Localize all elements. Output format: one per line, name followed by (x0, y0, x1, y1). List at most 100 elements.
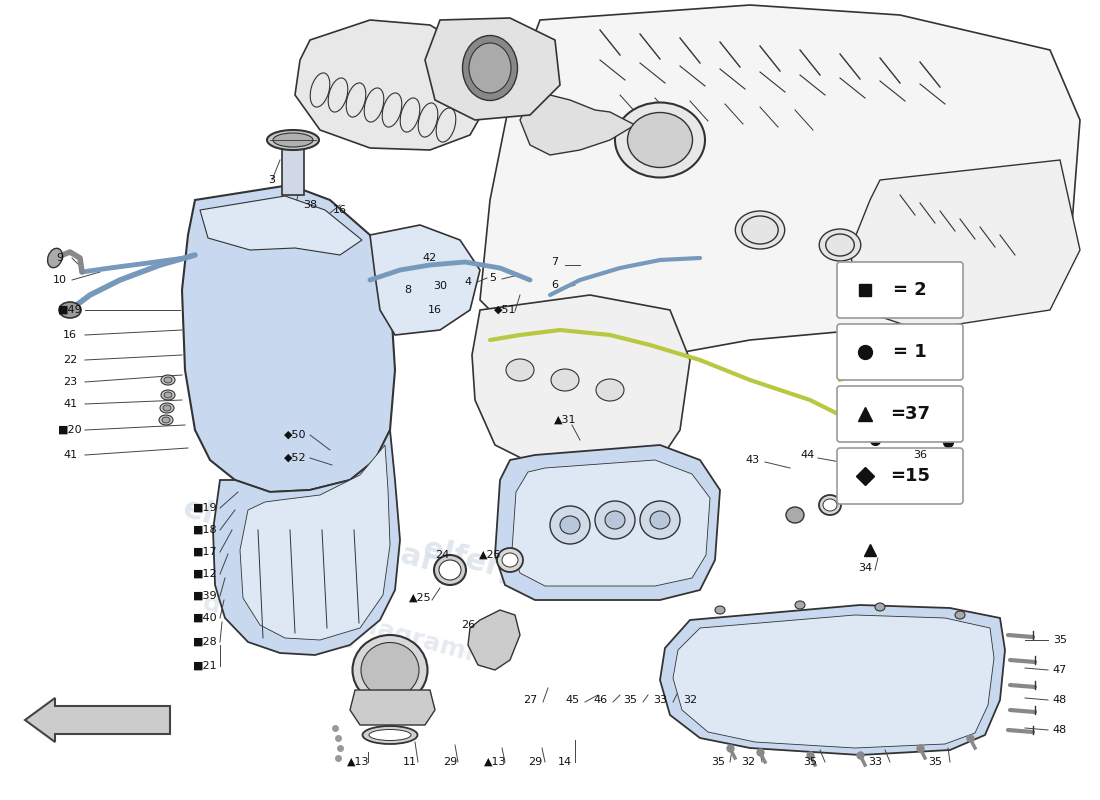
Text: 43: 43 (745, 455, 759, 465)
FancyBboxPatch shape (837, 386, 962, 442)
Ellipse shape (596, 379, 624, 401)
Polygon shape (512, 460, 710, 586)
Ellipse shape (47, 248, 63, 268)
Ellipse shape (715, 606, 725, 614)
Text: 22: 22 (63, 355, 77, 365)
Text: ■21: ■21 (192, 661, 218, 671)
Polygon shape (468, 610, 520, 670)
Text: 35: 35 (711, 757, 725, 767)
Text: 16: 16 (63, 330, 77, 340)
Text: ◆51: ◆51 (494, 305, 516, 315)
Ellipse shape (59, 302, 81, 318)
Text: 23: 23 (63, 377, 77, 387)
FancyBboxPatch shape (837, 448, 962, 504)
Ellipse shape (550, 506, 590, 544)
Text: ▲25: ▲25 (478, 550, 502, 560)
Polygon shape (660, 605, 1005, 755)
Text: 3: 3 (268, 175, 275, 185)
Polygon shape (480, 5, 1080, 360)
Polygon shape (295, 20, 490, 150)
Polygon shape (240, 445, 390, 640)
Polygon shape (520, 95, 635, 155)
Ellipse shape (627, 113, 693, 167)
Text: 16: 16 (333, 205, 346, 215)
Text: ■40: ■40 (192, 613, 218, 623)
Ellipse shape (361, 642, 419, 698)
Text: 45: 45 (565, 695, 579, 705)
Ellipse shape (462, 35, 517, 101)
Text: 47: 47 (1053, 665, 1067, 675)
Text: 27: 27 (522, 695, 537, 705)
Ellipse shape (560, 516, 580, 534)
Text: elferparts: elferparts (300, 514, 472, 586)
Polygon shape (350, 690, 434, 725)
Polygon shape (472, 295, 690, 470)
Ellipse shape (735, 211, 784, 249)
Polygon shape (213, 430, 400, 655)
Polygon shape (850, 160, 1080, 330)
Text: 14: 14 (558, 757, 572, 767)
Text: 35: 35 (928, 757, 942, 767)
Text: 35: 35 (623, 695, 637, 705)
Polygon shape (673, 615, 994, 748)
Ellipse shape (363, 726, 418, 744)
Text: 34: 34 (858, 563, 872, 573)
Ellipse shape (506, 359, 534, 381)
Text: 10: 10 (53, 275, 67, 285)
Text: 29: 29 (528, 757, 542, 767)
Ellipse shape (160, 403, 174, 413)
Text: ▲31: ▲31 (553, 415, 576, 425)
Ellipse shape (874, 603, 886, 611)
Text: 26: 26 (461, 620, 475, 630)
Text: diagramms: diagramms (200, 591, 359, 655)
Ellipse shape (820, 229, 861, 261)
Text: 33: 33 (653, 695, 667, 705)
Polygon shape (200, 196, 362, 255)
Text: ■49: ■49 (57, 305, 82, 315)
Text: 41: 41 (63, 450, 77, 460)
Ellipse shape (955, 611, 965, 619)
Text: 41: 41 (63, 399, 77, 409)
Ellipse shape (161, 390, 175, 400)
Ellipse shape (595, 501, 635, 539)
Ellipse shape (551, 369, 579, 391)
Text: 5: 5 (490, 273, 496, 283)
Ellipse shape (267, 130, 319, 150)
Text: 44: 44 (801, 450, 815, 460)
Text: ■12: ■12 (192, 569, 218, 579)
Text: = 1: = 1 (893, 343, 927, 361)
Ellipse shape (439, 560, 461, 580)
Ellipse shape (826, 234, 855, 256)
Ellipse shape (823, 499, 837, 511)
Polygon shape (425, 18, 560, 120)
Text: 42: 42 (422, 253, 437, 263)
Polygon shape (182, 185, 395, 492)
Text: 6: 6 (551, 280, 559, 290)
Ellipse shape (795, 601, 805, 609)
FancyBboxPatch shape (837, 262, 962, 318)
Ellipse shape (650, 511, 670, 529)
Ellipse shape (469, 43, 512, 93)
Ellipse shape (164, 377, 172, 383)
Text: ◆52: ◆52 (284, 453, 306, 463)
Text: 24: 24 (434, 550, 449, 560)
Ellipse shape (368, 730, 411, 741)
Text: 29: 29 (443, 757, 458, 767)
Text: diagramms: diagramms (350, 611, 509, 675)
Text: =15: =15 (890, 467, 930, 485)
Text: ■19: ■19 (192, 503, 218, 513)
Text: 8: 8 (405, 285, 411, 295)
Text: 16: 16 (428, 305, 442, 315)
Text: ■20: ■20 (57, 425, 82, 435)
Text: 32: 32 (683, 695, 697, 705)
Text: elferparts: elferparts (420, 534, 592, 606)
Ellipse shape (434, 555, 466, 585)
Text: ▲25: ▲25 (409, 593, 431, 603)
Bar (282, 140, 304, 195)
Polygon shape (495, 445, 720, 600)
Ellipse shape (605, 511, 625, 529)
Text: 35: 35 (803, 757, 817, 767)
Ellipse shape (164, 392, 172, 398)
Text: ■28: ■28 (192, 637, 218, 647)
Text: 35: 35 (1053, 635, 1067, 645)
